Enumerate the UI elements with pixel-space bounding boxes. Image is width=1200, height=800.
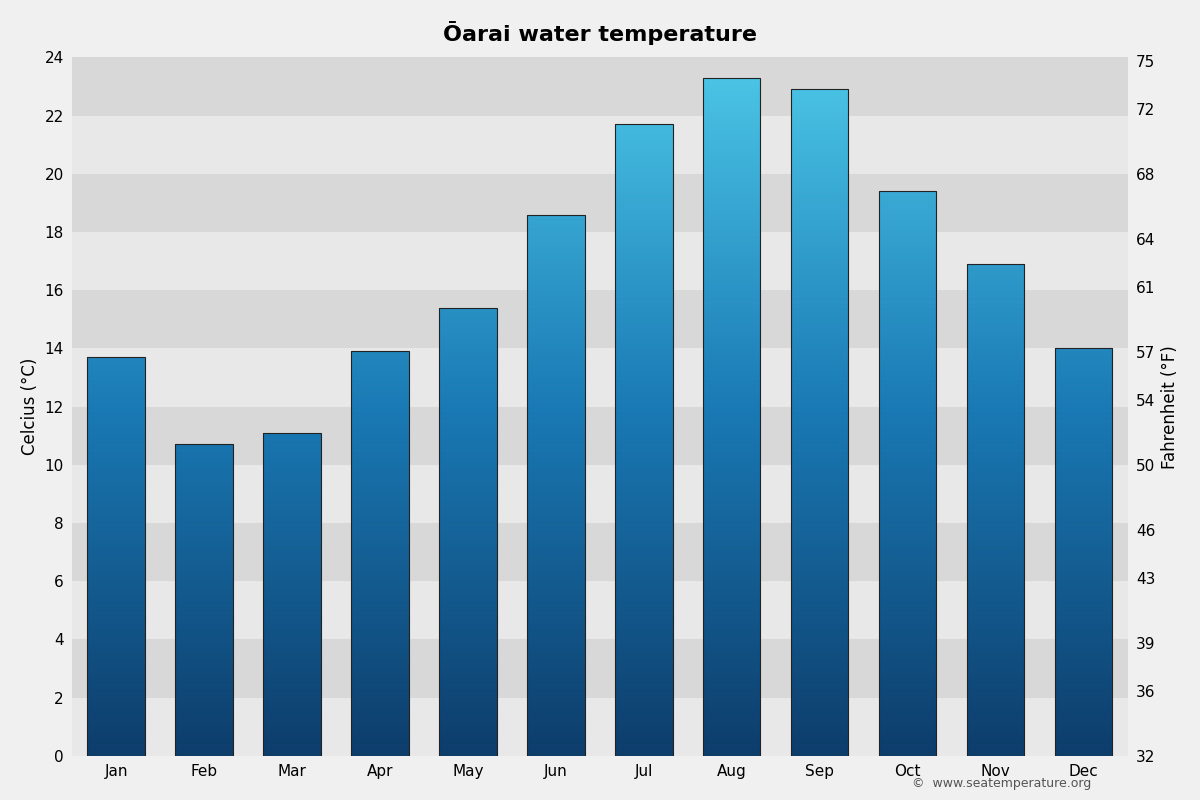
Bar bbox=[527, 214, 584, 756]
Bar bbox=[72, 582, 1128, 639]
Bar bbox=[72, 116, 1128, 174]
Bar bbox=[967, 264, 1025, 756]
Bar bbox=[791, 90, 848, 756]
Bar bbox=[439, 308, 497, 756]
Bar bbox=[1055, 349, 1112, 756]
Bar bbox=[72, 639, 1128, 698]
Bar bbox=[72, 523, 1128, 582]
Bar bbox=[264, 433, 320, 756]
Bar bbox=[72, 698, 1128, 756]
Bar bbox=[72, 406, 1128, 465]
Text: ©  www.seatemperature.org: © www.seatemperature.org bbox=[912, 778, 1091, 790]
Y-axis label: Fahrenheit (°F): Fahrenheit (°F) bbox=[1162, 345, 1180, 469]
Bar bbox=[88, 357, 145, 756]
Bar bbox=[72, 290, 1128, 349]
Bar bbox=[703, 78, 761, 756]
Bar bbox=[72, 349, 1128, 406]
Bar bbox=[616, 124, 672, 756]
Bar bbox=[880, 191, 936, 756]
Bar bbox=[72, 174, 1128, 232]
Bar bbox=[352, 351, 408, 756]
Bar bbox=[72, 465, 1128, 523]
Title: Ōarai water temperature: Ōarai water temperature bbox=[443, 21, 757, 45]
Bar bbox=[72, 232, 1128, 290]
Y-axis label: Celcius (°C): Celcius (°C) bbox=[20, 358, 38, 455]
Bar bbox=[175, 445, 233, 756]
Bar bbox=[72, 58, 1128, 116]
